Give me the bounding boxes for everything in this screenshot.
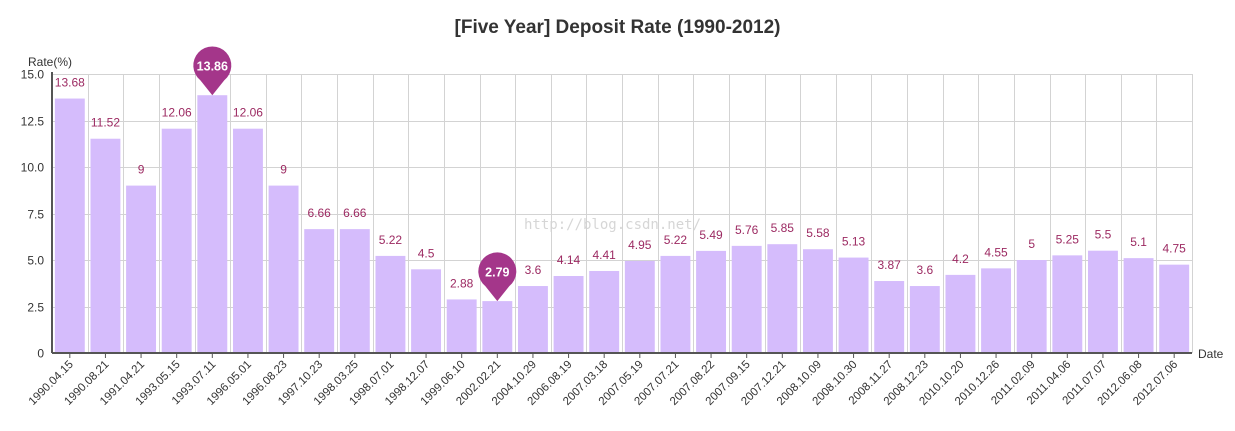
- pin-marker: [193, 46, 232, 96]
- bar: [838, 257, 869, 353]
- data-label: 3.6: [916, 263, 933, 277]
- bar: [339, 229, 370, 353]
- bar: [126, 185, 157, 353]
- bar: [304, 229, 335, 353]
- watermark-text: http://blog.csdn.net/: [524, 217, 701, 233]
- data-label: 9: [280, 163, 287, 177]
- data-label: 5.49: [699, 228, 723, 242]
- bar: [696, 250, 727, 353]
- bar: [731, 245, 762, 353]
- bar: [517, 286, 548, 353]
- data-label: 2.88: [450, 276, 474, 290]
- data-label: 4.5: [418, 246, 435, 260]
- data-label: 4.14: [557, 253, 581, 267]
- bar: [1159, 264, 1190, 353]
- bar: [197, 95, 228, 353]
- bar: [411, 269, 442, 353]
- data-label: 5.1: [1130, 235, 1147, 249]
- data-label: 4.41: [593, 248, 617, 262]
- data-label: 6.66: [343, 206, 367, 220]
- bar: [1087, 250, 1118, 353]
- bar: [909, 286, 940, 353]
- bar: [1052, 255, 1083, 353]
- data-label: 4.55: [984, 245, 1008, 259]
- pin-marker: [478, 252, 517, 302]
- data-label: 12.06: [162, 106, 192, 120]
- pin-marker-label: 13.86: [197, 60, 228, 74]
- data-label: 6.66: [308, 206, 332, 220]
- bar: [553, 275, 584, 353]
- bar: [589, 270, 620, 353]
- pin-marker-label: 2.79: [485, 266, 509, 280]
- bar: [232, 128, 263, 353]
- bar: [802, 249, 833, 353]
- bar: [54, 98, 85, 353]
- bar: [624, 260, 655, 353]
- data-label: 3.6: [525, 263, 542, 277]
- bar: [874, 281, 905, 353]
- bar: [375, 255, 406, 353]
- data-label: 5.25: [1056, 232, 1080, 246]
- bar: [981, 268, 1012, 353]
- data-label: 11.52: [91, 116, 120, 130]
- x-axis-title: Date: [1198, 347, 1224, 361]
- data-label: 3.87: [878, 258, 902, 272]
- y-tick-label: 10.0: [21, 161, 45, 175]
- data-label: 12.06: [233, 106, 263, 120]
- y-tick-label: 2.5: [27, 301, 44, 315]
- bar: [161, 128, 192, 353]
- y-tick-label: 12.5: [21, 115, 45, 129]
- data-label: 5.58: [806, 226, 830, 240]
- data-label: 5.85: [771, 221, 795, 235]
- bar: [90, 138, 121, 353]
- bar: [945, 274, 976, 353]
- data-label: 4.95: [628, 238, 652, 252]
- chart-title: [Five Year] Deposit Rate (1990-2012): [454, 17, 781, 38]
- data-label: 5: [1028, 237, 1035, 251]
- bar: [660, 255, 691, 353]
- data-label: 4.75: [1163, 242, 1187, 256]
- bar: [1123, 258, 1154, 353]
- bar: [446, 299, 477, 353]
- y-axis-title: Rate(%): [28, 55, 72, 69]
- data-label: 5.76: [735, 223, 759, 237]
- data-label: 9: [138, 163, 145, 177]
- bar: [767, 244, 798, 353]
- data-label: 5.22: [664, 233, 688, 247]
- data-label: 13.68: [55, 76, 85, 90]
- y-tick-label: 7.5: [27, 208, 44, 222]
- bar: [268, 185, 299, 353]
- y-tick-label: 15.0: [21, 68, 45, 82]
- bar: [482, 301, 513, 353]
- data-label: 5.13: [842, 235, 866, 249]
- y-tick-label: 5.0: [27, 254, 44, 268]
- y-tick-label: 0: [37, 347, 44, 361]
- bar: [1016, 260, 1047, 353]
- data-label: 4.2: [952, 252, 969, 266]
- data-label: 5.22: [379, 233, 403, 247]
- data-label: 5.5: [1095, 228, 1112, 242]
